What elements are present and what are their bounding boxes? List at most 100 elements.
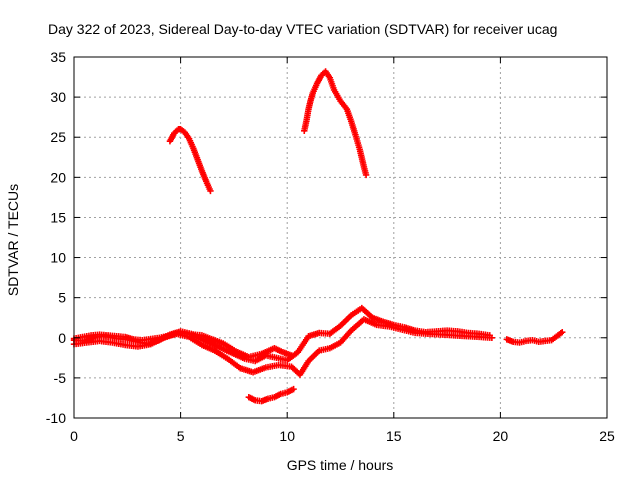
series-track-2 [70, 316, 496, 378]
data-point [171, 130, 178, 137]
x-tick-label: 20 [493, 428, 509, 444]
data-point [121, 341, 129, 349]
data-point [271, 393, 278, 401]
y-tick-label: -5 [54, 370, 67, 386]
data-point [347, 312, 355, 319]
data-point [288, 352, 295, 359]
x-tick-label: 25 [599, 428, 615, 444]
y-tick-label: 15 [50, 209, 66, 225]
data-point [301, 127, 308, 135]
data-point [83, 339, 90, 346]
data-point [232, 348, 240, 355]
data-point [529, 336, 536, 344]
data-point [156, 334, 163, 341]
chart-title: Day 322 of 2023, Sidereal Day-to-day VTE… [48, 21, 557, 37]
data-point [258, 397, 265, 405]
data-point [273, 354, 280, 362]
data-point [277, 390, 285, 398]
data-point [369, 314, 376, 321]
data-point [87, 332, 95, 339]
data-series [70, 68, 566, 405]
data-point-trail [247, 386, 296, 405]
x-tick-label: 5 [177, 428, 185, 444]
data-point [360, 316, 368, 323]
data-point [181, 129, 189, 136]
y-tick-label: 20 [50, 169, 66, 185]
data-point [177, 329, 184, 337]
y-tick-label: 25 [50, 129, 66, 145]
data-point [109, 339, 116, 346]
data-point [475, 333, 483, 341]
data-point [284, 389, 291, 396]
data-point [198, 341, 206, 349]
data-point-trail [301, 69, 369, 177]
data-point [516, 339, 523, 346]
data-point [322, 68, 329, 75]
data-point [509, 338, 517, 345]
data-point [330, 86, 338, 94]
data-point [315, 329, 323, 337]
plot-frame [73, 56, 608, 419]
data-point [279, 349, 287, 356]
y-axis-ticks: -10 -5 0 5 10 15 20 25 30 35 [46, 49, 607, 426]
y-tick-label: 35 [50, 49, 66, 65]
data-point [411, 329, 419, 337]
series-arc-early-high [166, 126, 214, 195]
data-point [96, 331, 103, 338]
data-point [313, 80, 321, 87]
x-axis-ticks: 0 5 10 15 20 25 [70, 57, 615, 444]
data-point [252, 397, 259, 404]
data-point [224, 355, 231, 362]
data-point [211, 347, 218, 354]
series-segment-late [503, 328, 566, 346]
data-point [198, 332, 206, 339]
data-point [450, 332, 457, 339]
data-point [326, 330, 334, 337]
data-point [252, 357, 259, 365]
data-point [237, 365, 244, 372]
data-point [220, 340, 227, 347]
data-point [307, 97, 314, 104]
data-point [352, 131, 359, 139]
data-point [337, 339, 344, 346]
data-point [303, 117, 310, 125]
data-point [373, 321, 380, 329]
y-axis-label: SDTVAR / TECUs [5, 184, 21, 296]
data-point [488, 334, 496, 341]
data-point [535, 338, 542, 345]
data-point [79, 333, 86, 341]
data-point [360, 163, 368, 171]
data-point [190, 145, 197, 152]
data-point [337, 322, 344, 329]
data-point [503, 336, 510, 343]
data-point [284, 357, 291, 364]
data-point [318, 72, 325, 79]
data-point [113, 332, 120, 340]
series-arc-midday-high [301, 68, 370, 179]
data-point [290, 385, 297, 393]
data-point [262, 364, 270, 371]
x-tick-label: 10 [279, 428, 295, 444]
data-point [296, 371, 304, 378]
data-point [249, 369, 257, 376]
data-point [356, 146, 363, 153]
data-point [134, 343, 142, 350]
data-point [399, 326, 406, 333]
data-point [309, 89, 316, 97]
data-point [305, 332, 312, 340]
data-point [139, 336, 146, 344]
data-point [258, 350, 265, 358]
x-tick-label: 0 [70, 428, 78, 444]
y-tick-label: 0 [58, 330, 66, 346]
y-tick-label: 30 [50, 89, 66, 105]
data-point-trail [167, 126, 213, 193]
data-point [337, 97, 344, 105]
data-point [104, 332, 112, 339]
grid [74, 57, 607, 418]
data-point [437, 331, 444, 338]
data-point [198, 167, 206, 175]
data-point [288, 363, 295, 370]
data-point [271, 345, 278, 352]
data-point [264, 395, 272, 402]
y-tick-label: 10 [50, 250, 66, 266]
